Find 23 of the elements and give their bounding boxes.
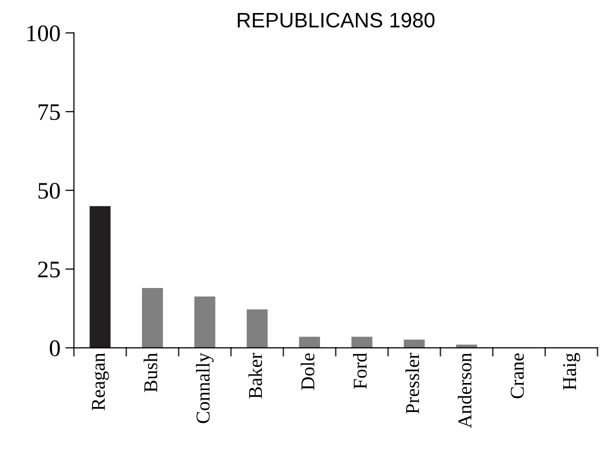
x-tick-label: Dole — [300, 353, 314, 390]
y-tick-label: 100 — [27, 25, 60, 42]
bar — [351, 336, 372, 348]
x-tick-label: Haig — [563, 353, 580, 390]
bar — [90, 206, 111, 348]
x-tick-label: Baker — [248, 352, 262, 399]
y-tick-label: 25 — [38, 262, 60, 278]
bar — [142, 288, 163, 348]
bar — [404, 340, 425, 348]
chart-title: REPUBLICANS 1980 — [238, 12, 434, 28]
bar — [246, 309, 268, 348]
x-tick-label: Crane — [510, 353, 524, 398]
x-tick-label: Ford — [353, 352, 367, 389]
bar — [194, 296, 216, 348]
x-tick-label: Bush — [144, 352, 158, 392]
x-tick-label: Anderson — [458, 352, 472, 428]
x-tick-label: Connally — [196, 352, 214, 424]
bar — [299, 336, 320, 348]
y-tick-label: 50 — [38, 182, 60, 199]
y-tick-label: 75 — [38, 104, 60, 120]
x-tick-label: Reagan — [92, 352, 109, 410]
y-tick-label: 0 — [50, 340, 60, 356]
x-tick-label: Pressler — [405, 352, 420, 414]
